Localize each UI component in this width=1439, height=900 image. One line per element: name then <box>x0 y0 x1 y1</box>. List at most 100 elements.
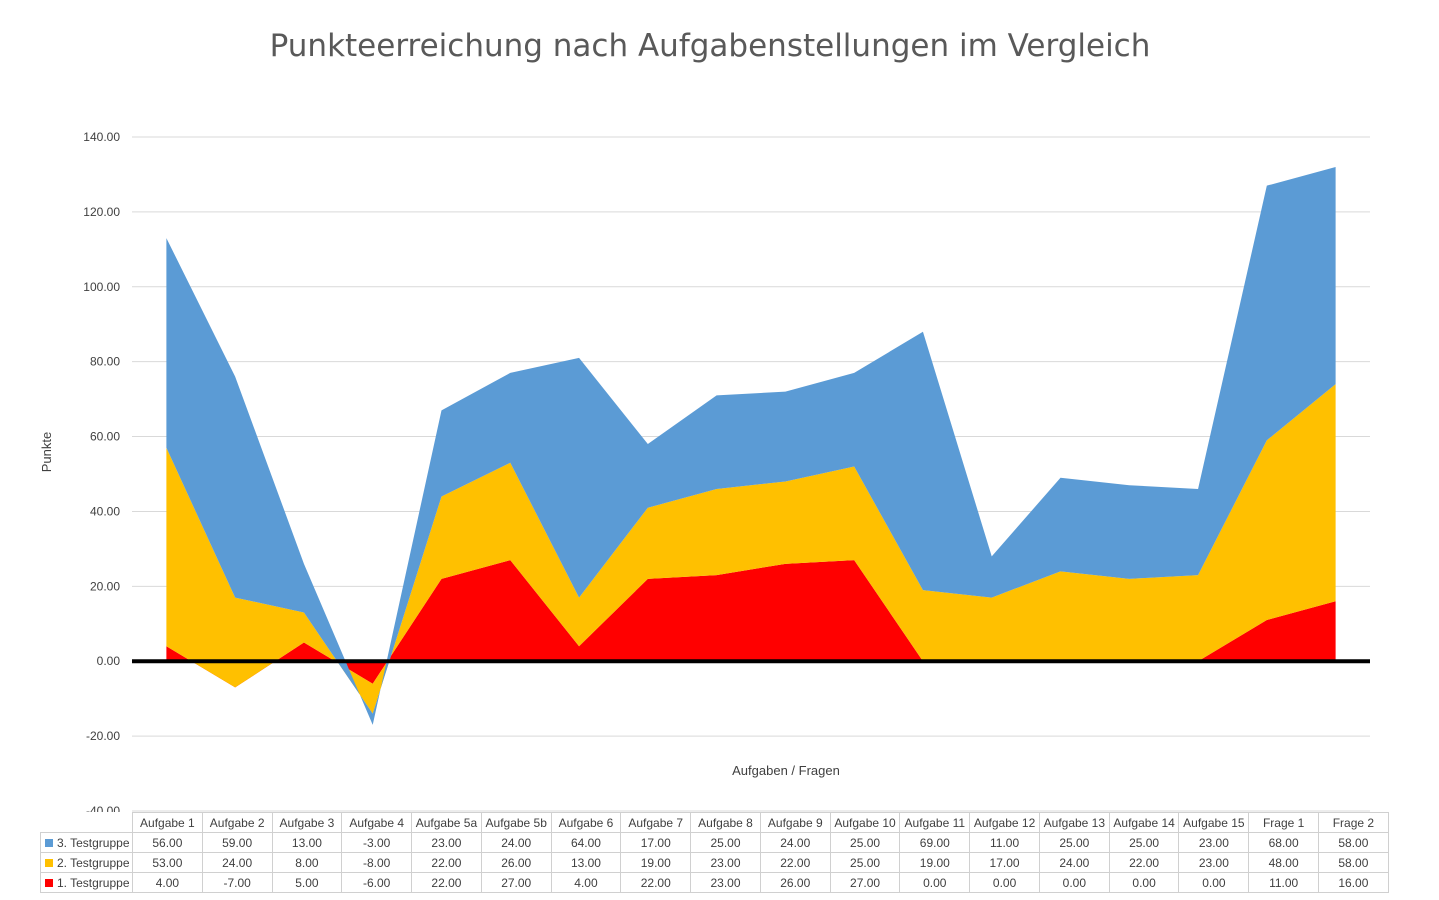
category-label: Aufgabe 1 <box>132 812 203 833</box>
category-label: Aufgabe 3 <box>271 812 343 833</box>
table-cell: 22.00 <box>759 852 831 873</box>
area-series-1 <box>166 560 1336 688</box>
category-label: Aufgabe 10 <box>829 812 901 833</box>
table-cell: 24.00 <box>201 852 273 873</box>
category-label: Frage 1 <box>1248 812 1320 833</box>
table-row: 3. Testgruppe 56.00 59.00 13.00 -3.00 23.00 24… <box>40 832 1389 853</box>
table-cell: 0.00 <box>1108 872 1180 893</box>
y-tick-label: -40.00 <box>86 804 120 812</box>
table-header-row: Aufgabe 1 Aufgabe 2 Aufgabe 3 Aufgabe 4 Aufg… <box>40 812 1389 833</box>
table-cell: -7.00 <box>201 872 273 893</box>
table-cell: 23.00 <box>690 872 761 893</box>
y-tick-label: 40.00 <box>90 504 120 518</box>
legend-swatch <box>45 839 53 848</box>
y-tick-label: 100.00 <box>83 280 120 294</box>
y-tick-labels: 140.00 120.00 100.00 80.00 60.00 40.00 20.00 0.… <box>83 130 120 812</box>
table-cell: 13.00 <box>271 832 343 853</box>
x-axis-label: Aufgaben / Fragen <box>732 763 840 778</box>
table-row: 2. Testgruppe 53.00 24.00 8.00 -8.00 22.00 26.… <box>40 852 1389 873</box>
table-cell: 25.00 <box>1108 832 1180 853</box>
category-label: Aufgabe 4 <box>341 812 413 833</box>
table-cell: 16.00 <box>1318 872 1389 893</box>
category-label: Aufgabe 7 <box>620 812 692 833</box>
table-cell: 22.00 <box>411 872 482 893</box>
table-cell: 4.00 <box>550 872 622 893</box>
table-cell: 0.00 <box>969 872 1040 893</box>
table-cell: 22.00 <box>411 852 482 873</box>
table-cell: -3.00 <box>341 832 413 853</box>
table-cell: 23.00 <box>1178 832 1250 853</box>
category-label: Aufgabe 12 <box>969 812 1040 833</box>
table-cell: 17.00 <box>969 852 1040 873</box>
table-cell: 25.00 <box>829 832 901 853</box>
table-cell: 11.00 <box>1248 872 1320 893</box>
table-cell: 11.00 <box>969 832 1040 853</box>
table-cell: 13.00 <box>550 852 622 873</box>
table-cell: 27.00 <box>829 872 901 893</box>
category-label: Aufgabe 6 <box>550 812 622 833</box>
legend-swatch <box>45 859 53 868</box>
table-cell: 4.00 <box>132 872 203 893</box>
y-tick-label: 120.00 <box>83 205 120 219</box>
table-cell: 0.00 <box>1178 872 1250 893</box>
data-table: Aufgabe 1 Aufgabe 2 Aufgabe 3 Aufgabe 4 Aufg… <box>40 812 1389 893</box>
table-cell: 23.00 <box>690 852 761 873</box>
table-corner <box>40 812 133 833</box>
category-label: Aufgabe 15 <box>1178 812 1250 833</box>
chart-title: Punkteerreichung nach Aufgabenstellungen… <box>269 28 1151 64</box>
table-cell: 53.00 <box>132 852 203 873</box>
table-cell: 56.00 <box>132 832 203 853</box>
table-cell: 22.00 <box>620 872 692 893</box>
category-label: Aufgabe 5b <box>480 812 552 833</box>
legend-entry: 2. Testgruppe <box>40 852 133 873</box>
y-tick-label: 0.00 <box>97 654 121 668</box>
category-label: Aufgabe 5a <box>411 812 482 833</box>
table-cell: 5.00 <box>271 872 343 893</box>
table-cell: 23.00 <box>1178 852 1250 873</box>
table-cell: 69.00 <box>899 832 971 853</box>
table-cell: 25.00 <box>1038 832 1110 853</box>
category-label: Aufgabe 8 <box>690 812 761 833</box>
table-cell: 23.00 <box>411 832 482 853</box>
table-cell: 22.00 <box>1108 852 1180 873</box>
table-cell: 24.00 <box>480 832 552 853</box>
table-cell: 19.00 <box>899 852 971 873</box>
category-label: Frage 2 <box>1318 812 1389 833</box>
table-cell: 0.00 <box>1038 872 1110 893</box>
table-cell: 25.00 <box>690 832 761 853</box>
legend-entry: 1. Testgruppe <box>40 872 133 893</box>
table-cell: 59.00 <box>201 832 273 853</box>
category-label: Aufgabe 2 <box>201 812 273 833</box>
table-cell: 27.00 <box>480 872 552 893</box>
legend-label: 3. Testgruppe <box>57 835 130 850</box>
table-cell: 58.00 <box>1318 852 1389 873</box>
category-label: Aufgabe 14 <box>1108 812 1180 833</box>
table-cell: 48.00 <box>1248 852 1320 873</box>
category-label: Aufgabe 11 <box>899 812 971 833</box>
y-tick-label: -20.00 <box>86 729 120 743</box>
y-tick-label: 60.00 <box>90 430 120 444</box>
table-cell: 0.00 <box>899 872 971 893</box>
table-cell: 17.00 <box>620 832 692 853</box>
table-cell: 58.00 <box>1318 832 1389 853</box>
table-cell: 24.00 <box>1038 852 1110 873</box>
table-cell: 64.00 <box>550 832 622 853</box>
category-label: Aufgabe 9 <box>759 812 831 833</box>
legend-entry: 3. Testgruppe <box>40 832 133 853</box>
table-cell: 8.00 <box>271 852 343 873</box>
table-cell: 19.00 <box>620 852 692 873</box>
table-cell: -8.00 <box>341 852 413 873</box>
stacked-areas <box>166 166 1336 725</box>
y-tick-label: 20.00 <box>90 579 120 593</box>
table-cell: -6.00 <box>341 872 413 893</box>
table-row: 1. Testgruppe 4.00 -7.00 5.00 -6.00 22.00 27.0… <box>40 872 1389 893</box>
y-axis-label: Punkte <box>39 432 54 472</box>
chart-plot: 140.00 120.00 100.00 80.00 60.00 40.00 20.00 0.… <box>39 130 1370 812</box>
y-tick-label: 80.00 <box>90 355 120 369</box>
area-series-3 <box>166 166 1336 725</box>
legend-label: 1. Testgruppe <box>57 875 130 890</box>
area-series-2 <box>166 384 1336 714</box>
table-cell: 25.00 <box>829 852 901 873</box>
category-label: Aufgabe 13 <box>1038 812 1110 833</box>
y-tick-label: 140.00 <box>83 130 120 144</box>
